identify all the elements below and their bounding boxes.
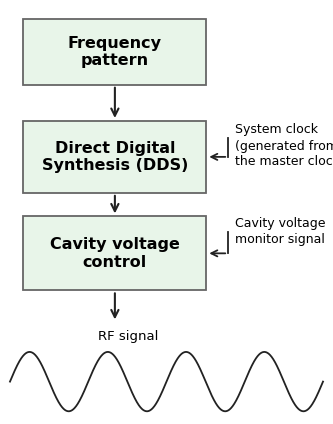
Text: the master clock): the master clock)	[235, 155, 333, 168]
Text: System clock: System clock	[235, 123, 318, 136]
FancyBboxPatch shape	[23, 19, 206, 85]
FancyBboxPatch shape	[23, 121, 206, 193]
FancyBboxPatch shape	[23, 216, 206, 290]
Text: Cavity voltage
control: Cavity voltage control	[50, 237, 180, 270]
Text: Cavity voltage: Cavity voltage	[235, 217, 325, 230]
Text: monitor signal: monitor signal	[235, 233, 325, 246]
Text: RF signal: RF signal	[98, 330, 159, 343]
Text: (generated from: (generated from	[235, 139, 333, 153]
Text: Frequency
pattern: Frequency pattern	[68, 36, 162, 68]
Text: Direct Digital
Synthesis (DDS): Direct Digital Synthesis (DDS)	[42, 141, 188, 173]
